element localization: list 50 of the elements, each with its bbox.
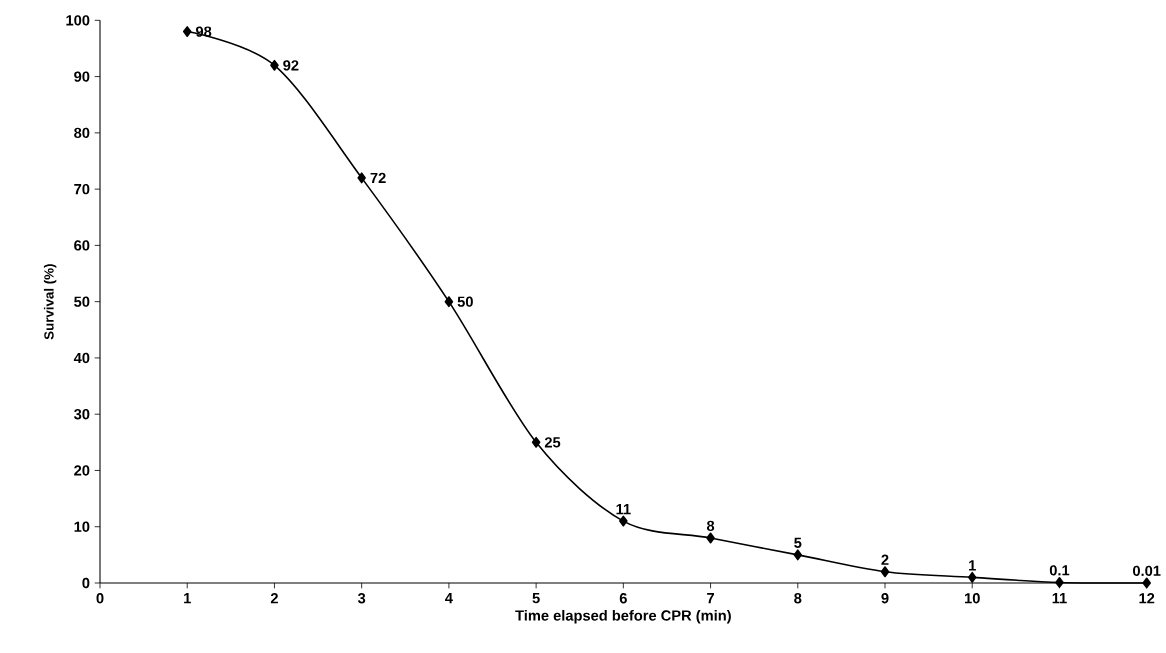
point <box>270 59 279 71</box>
data-label: 92 <box>283 60 299 71</box>
y-tick-label: 100 <box>66 15 90 26</box>
y-tick-label: 40 <box>73 352 90 364</box>
point <box>880 566 890 578</box>
x-tick-label: 6 <box>619 593 627 604</box>
data-label: 8 <box>706 520 715 532</box>
y-tick-label: 30 <box>73 409 90 420</box>
x-tick-label: 3 <box>357 593 366 604</box>
y-tick-label: 50 <box>74 296 90 307</box>
data-label: 5 <box>794 537 802 548</box>
data-label: 0.01 <box>1132 565 1161 577</box>
x-tick-label: 12 <box>1139 593 1155 604</box>
x-tick-label: 8 <box>794 593 802 604</box>
x-tick-label: 5 <box>532 593 540 604</box>
data-label: 72 <box>370 172 386 183</box>
y-tick-label: 60 <box>74 240 90 251</box>
x-tick-label: 7 <box>707 593 714 604</box>
y-tick-label: 0 <box>82 577 90 589</box>
data-label: 25 <box>544 437 561 448</box>
x-tick-label: 2 <box>270 593 278 604</box>
x-tick-label: 1 <box>184 593 191 604</box>
x-tick-label: 4 <box>445 593 453 604</box>
data-label: 0.1 <box>1049 565 1070 576</box>
x-tick-label: 0 <box>96 593 104 604</box>
point <box>967 571 977 583</box>
point <box>706 532 715 544</box>
x-tick-label: 9 <box>881 593 889 604</box>
y-tick-label: 70 <box>74 183 90 195</box>
x-tick-label: 10 <box>965 593 980 604</box>
y-tick-label: 90 <box>74 71 90 82</box>
data-label: 1 <box>969 560 976 571</box>
data-label: 98 <box>196 26 212 37</box>
point <box>619 515 628 527</box>
x-axis-title: Time elapsed before CPR (min) <box>515 609 731 624</box>
data-label: 50 <box>457 296 473 307</box>
point <box>182 26 192 38</box>
data-label: 11 <box>616 504 631 515</box>
y-axis-title: Survival (%) <box>43 264 57 340</box>
point <box>531 436 541 448</box>
point <box>1142 577 1151 589</box>
point <box>444 296 454 308</box>
x-tick-label: 11 <box>1052 593 1067 604</box>
point <box>357 172 366 184</box>
data-label: 2 <box>881 554 889 565</box>
point <box>793 549 803 561</box>
y-tick-label: 10 <box>74 521 90 532</box>
point <box>1055 576 1064 588</box>
y-tick-label: 80 <box>74 127 90 139</box>
y-tick-label: 20 <box>74 465 90 476</box>
